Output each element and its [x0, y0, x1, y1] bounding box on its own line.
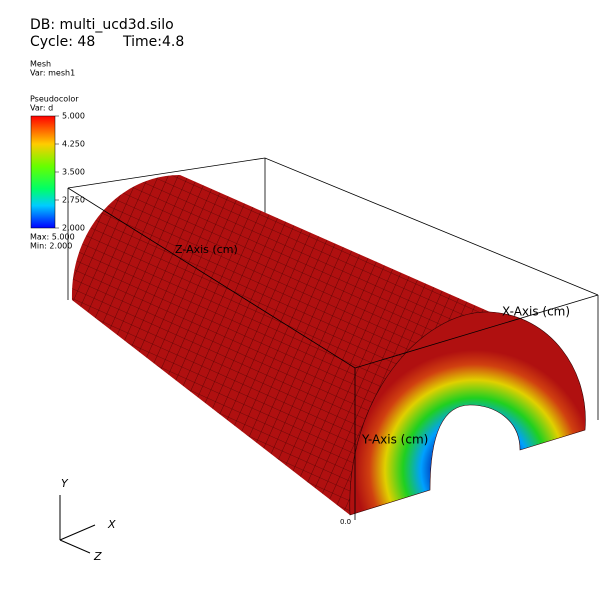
pc-var: Var: d [30, 104, 53, 113]
legend-label: 3.500 [62, 168, 85, 177]
z-axis-title: Z-Axis (cm) [175, 243, 238, 256]
axis-triad [59, 495, 96, 554]
pc-min: Min: 2.000 [30, 242, 72, 251]
time: Time:4.8 [122, 34, 184, 50]
pc-max: Max: 5.000 [30, 233, 75, 242]
y-axis-title: Y-Axis (cm) [361, 433, 428, 447]
pc-title: Pseudocolor [30, 95, 79, 104]
origin-label: 0.0 [340, 518, 351, 526]
legend-label: 5.000 [62, 112, 85, 121]
bounding-box-front [67, 187, 599, 520]
legend-labels: 5.000 4.250 3.500 2.750 2.000 [55, 112, 85, 233]
triad-y: Y [61, 477, 69, 490]
mesh-lines [71, 175, 490, 515]
triad-z: Z [93, 550, 102, 563]
mesh-title: Mesh [30, 60, 51, 69]
front-face [349, 311, 586, 516]
x-axis-title: X-Axis (cm) [502, 305, 570, 319]
cycle: Cycle: 48 [30, 34, 95, 50]
legend-label: 2.750 [62, 196, 85, 205]
triad-x: X [107, 518, 116, 531]
color-bar [30, 115, 56, 229]
mesh-var: Var: mesh1 [30, 69, 75, 78]
legend-label: 2.000 [62, 224, 85, 233]
db-name: DB: multi_ucd3d.silo [30, 17, 174, 33]
legend-label: 4.250 [62, 140, 85, 149]
